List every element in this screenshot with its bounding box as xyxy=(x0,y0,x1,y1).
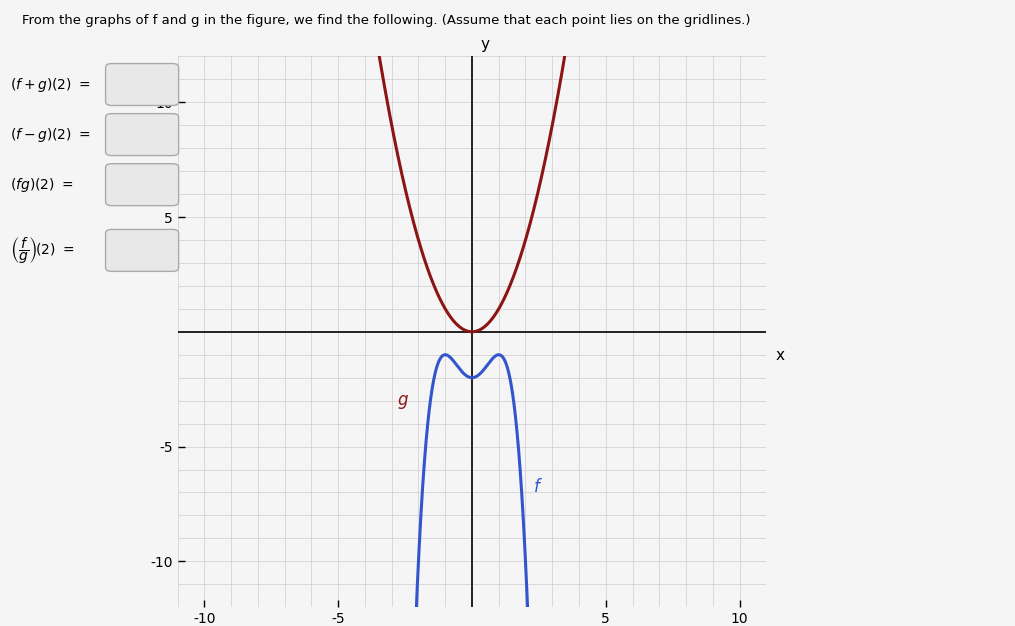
Text: From the graphs of f and g in the figure, we find the following. (Assume that ea: From the graphs of f and g in the figure… xyxy=(22,14,751,27)
Text: x: x xyxy=(775,348,785,363)
Text: $(f + g)(2)\ =$: $(f + g)(2)\ =$ xyxy=(10,76,90,93)
Text: $\left(\dfrac{f}{g}\right)\!(2)\ =$: $\left(\dfrac{f}{g}\right)\!(2)\ =$ xyxy=(10,235,74,265)
Text: g: g xyxy=(397,391,408,409)
Text: $(f - g)(2)\ =$: $(f - g)(2)\ =$ xyxy=(10,126,90,143)
Text: $(fg)(2)\ =$: $(fg)(2)\ =$ xyxy=(10,176,74,193)
Text: y: y xyxy=(480,38,489,53)
Text: f: f xyxy=(534,478,539,496)
